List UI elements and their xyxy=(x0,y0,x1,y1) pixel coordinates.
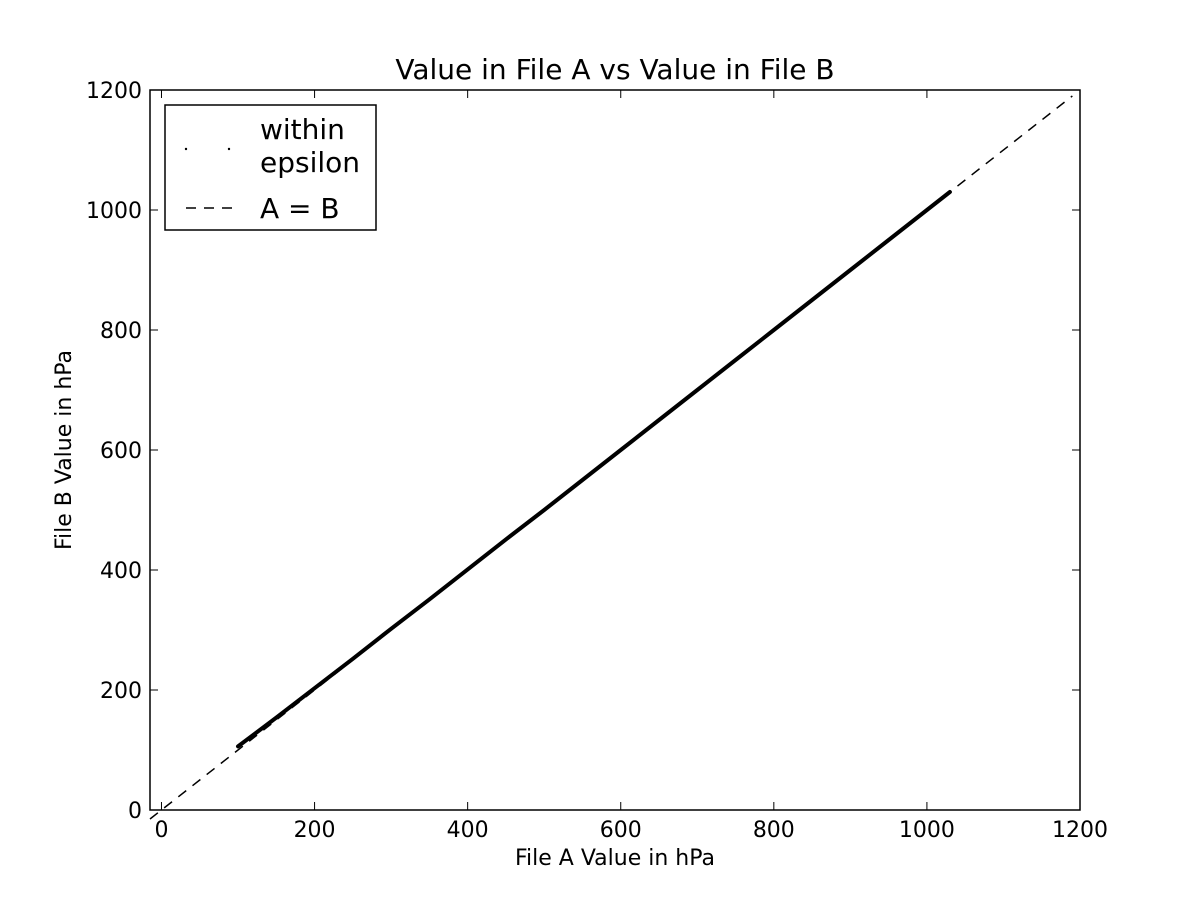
x-tick-label: 1000 xyxy=(899,818,955,843)
legend-marker-points xyxy=(184,147,188,151)
series-layer xyxy=(149,95,1073,820)
x-tick-label: 600 xyxy=(600,818,642,843)
data-point xyxy=(313,686,317,690)
legend-label-within-epsilon: epsilon xyxy=(260,146,360,179)
x-axis-label: File A Value in hPa xyxy=(515,846,715,871)
series-band-within-epsilon xyxy=(236,190,952,749)
y-tick-label: 600 xyxy=(100,439,142,464)
legend-label-a-equals-b: A = B xyxy=(260,192,340,225)
data-point xyxy=(695,388,699,392)
x-tick-label: 800 xyxy=(753,818,795,843)
x-tick-label: 200 xyxy=(294,818,336,843)
ticks-layer: 0 200 400 600 800 1000 1200 0 200 400 600 800 1000 12… xyxy=(86,79,1108,843)
data-point xyxy=(657,418,661,422)
y-tick-label: 1200 xyxy=(86,79,142,104)
y-tick-label: 0 xyxy=(128,799,142,824)
x-tick-label: 1200 xyxy=(1052,818,1108,843)
plot-area: 0 200 400 600 800 1000 1200 0 200 400 600 800 1000 12… xyxy=(86,79,1108,843)
data-point xyxy=(274,716,278,720)
y-tick-label: 1000 xyxy=(86,199,142,224)
x-tick-label: 400 xyxy=(447,818,489,843)
data-point xyxy=(810,298,814,302)
data-point xyxy=(542,508,546,512)
series-line-a-equals-b xyxy=(149,95,1073,820)
data-point xyxy=(236,744,240,748)
chart-title: Value in File A vs Value in File B xyxy=(395,53,834,86)
y-tick-label: 400 xyxy=(100,559,142,584)
legend-label-within-epsilon: within xyxy=(260,113,345,146)
x-tick-label: 0 xyxy=(154,818,168,843)
y-tick-label: 800 xyxy=(100,319,142,344)
data-point xyxy=(427,597,431,601)
data-point xyxy=(925,208,929,212)
y-axis-label: File B Value in hPa xyxy=(52,350,77,550)
legend-marker-points xyxy=(227,147,231,151)
y-tick-label: 200 xyxy=(100,679,142,704)
legend-box xyxy=(164,104,377,231)
